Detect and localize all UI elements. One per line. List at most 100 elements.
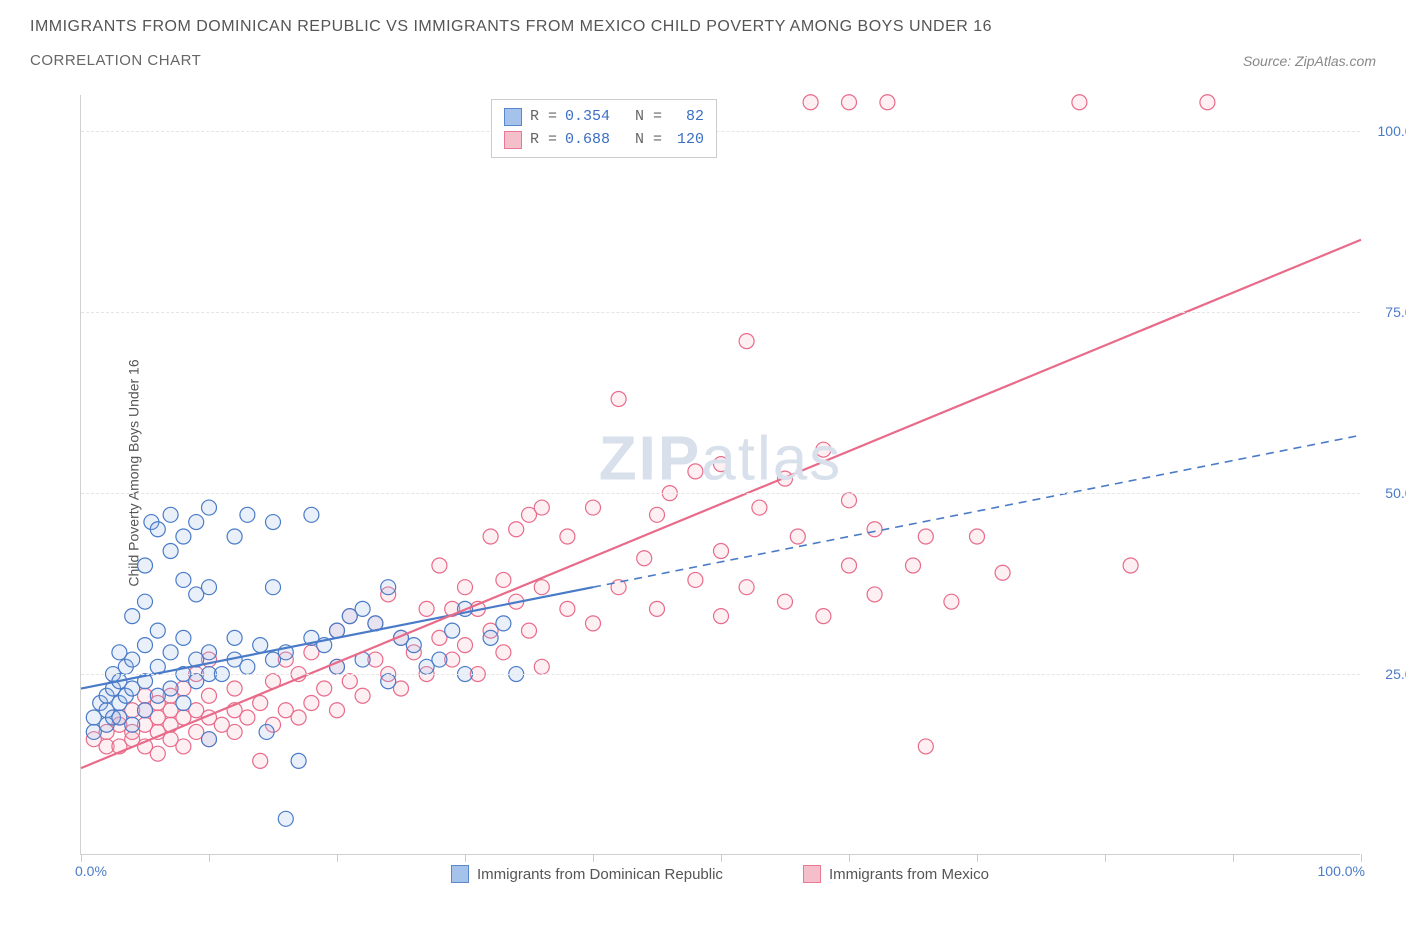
scatter-point xyxy=(995,565,1010,580)
scatter-point xyxy=(419,601,434,616)
scatter-point xyxy=(714,457,729,472)
scatter-point xyxy=(202,580,217,595)
scatter-point xyxy=(586,500,601,515)
scatter-point xyxy=(227,630,242,645)
scatter-point xyxy=(406,638,421,653)
scatter-point xyxy=(355,688,370,703)
scatter-point xyxy=(240,710,255,725)
scatter-point xyxy=(970,529,985,544)
scatter-point xyxy=(778,594,793,609)
scatter-point xyxy=(739,334,754,349)
x-tick xyxy=(1233,854,1234,862)
scatter-point xyxy=(483,529,498,544)
scatter-point xyxy=(509,522,524,537)
scatter-point xyxy=(1072,95,1087,110)
n-value-b: 120 xyxy=(670,129,704,152)
scatter-point xyxy=(176,696,191,711)
gridline xyxy=(81,493,1360,494)
legend-swatch-a-icon xyxy=(451,865,469,883)
scatter-point xyxy=(253,638,268,653)
gridline xyxy=(81,131,1360,132)
r-value-b: 0.688 xyxy=(565,129,610,152)
scatter-point xyxy=(534,659,549,674)
scatter-point xyxy=(150,522,165,537)
scatter-point xyxy=(867,587,882,602)
scatter-point xyxy=(637,551,652,566)
legend-stats-row-b: R = 0.688 N = 120 xyxy=(504,129,704,152)
scatter-point xyxy=(125,652,140,667)
r-label-b: R = xyxy=(530,129,557,152)
scatter-point xyxy=(150,746,165,761)
chart-title: IMMIGRANTS FROM DOMINICAN REPUBLIC VS IM… xyxy=(30,18,1376,36)
n-label-a: N = xyxy=(635,106,662,129)
y-tick-label: 75.0% xyxy=(1385,304,1406,320)
scatter-point xyxy=(790,529,805,544)
scatter-point xyxy=(253,696,268,711)
scatter-point xyxy=(291,710,306,725)
scatter-point xyxy=(304,507,319,522)
scatter-point xyxy=(688,572,703,587)
scatter-point xyxy=(586,616,601,631)
scatter-point xyxy=(944,594,959,609)
bottom-legend: Immigrants from Dominican Republic Immig… xyxy=(80,865,1360,883)
scatter-point xyxy=(458,638,473,653)
scatter-point xyxy=(125,609,140,624)
scatter-point xyxy=(202,688,217,703)
x-tick xyxy=(593,854,594,862)
scatter-point xyxy=(176,529,191,544)
x-tick xyxy=(1361,854,1362,862)
scatter-point xyxy=(150,623,165,638)
scatter-point xyxy=(842,95,857,110)
scatter-point xyxy=(918,739,933,754)
scatter-point xyxy=(611,392,626,407)
scatter-point xyxy=(240,507,255,522)
scatter-point xyxy=(650,507,665,522)
scatter-point xyxy=(842,493,857,508)
scatter-point xyxy=(816,442,831,457)
scatter-point xyxy=(560,601,575,616)
scatter-point xyxy=(534,500,549,515)
scatter-point xyxy=(560,529,575,544)
scatter-point xyxy=(125,717,140,732)
scatter-point xyxy=(342,674,357,689)
scatter-point xyxy=(240,659,255,674)
gridline xyxy=(81,674,1360,675)
scatter-point xyxy=(918,529,933,544)
chart-subtitle: CORRELATION CHART xyxy=(30,52,201,69)
scatter-point xyxy=(138,594,153,609)
scatter-point xyxy=(739,580,754,595)
x-tick xyxy=(1105,854,1106,862)
scatter-point xyxy=(138,638,153,653)
scatter-point xyxy=(381,580,396,595)
scatter-point xyxy=(714,609,729,624)
scatter-point xyxy=(291,753,306,768)
x-tick xyxy=(337,854,338,862)
y-tick-label: 50.0% xyxy=(1385,485,1406,501)
scatter-point xyxy=(867,522,882,537)
chart-container: Child Poverty Among Boys Under 16 ZIPatl… xyxy=(30,95,1380,915)
scatter-point xyxy=(1200,95,1215,110)
x-tick xyxy=(721,854,722,862)
scatter-point xyxy=(496,572,511,587)
n-label-b: N = xyxy=(635,129,662,152)
scatter-point xyxy=(522,623,537,638)
scatter-point xyxy=(176,739,191,754)
scatter-point xyxy=(496,616,511,631)
trend-line xyxy=(81,240,1361,768)
scatter-point xyxy=(304,696,319,711)
scatter-point xyxy=(816,609,831,624)
source-prefix: Source: xyxy=(1243,53,1295,69)
scatter-point xyxy=(650,601,665,616)
scatter-point xyxy=(189,515,204,530)
scatter-point xyxy=(752,500,767,515)
scatter-point xyxy=(496,645,511,660)
scatter-point xyxy=(266,515,281,530)
scatter-point xyxy=(163,681,178,696)
scatter-point xyxy=(227,529,242,544)
scatter-point xyxy=(227,724,242,739)
scatter-point xyxy=(202,732,217,747)
scatter-point xyxy=(176,630,191,645)
scatter-point xyxy=(317,681,332,696)
scatter-point xyxy=(483,630,498,645)
scatter-point xyxy=(688,464,703,479)
